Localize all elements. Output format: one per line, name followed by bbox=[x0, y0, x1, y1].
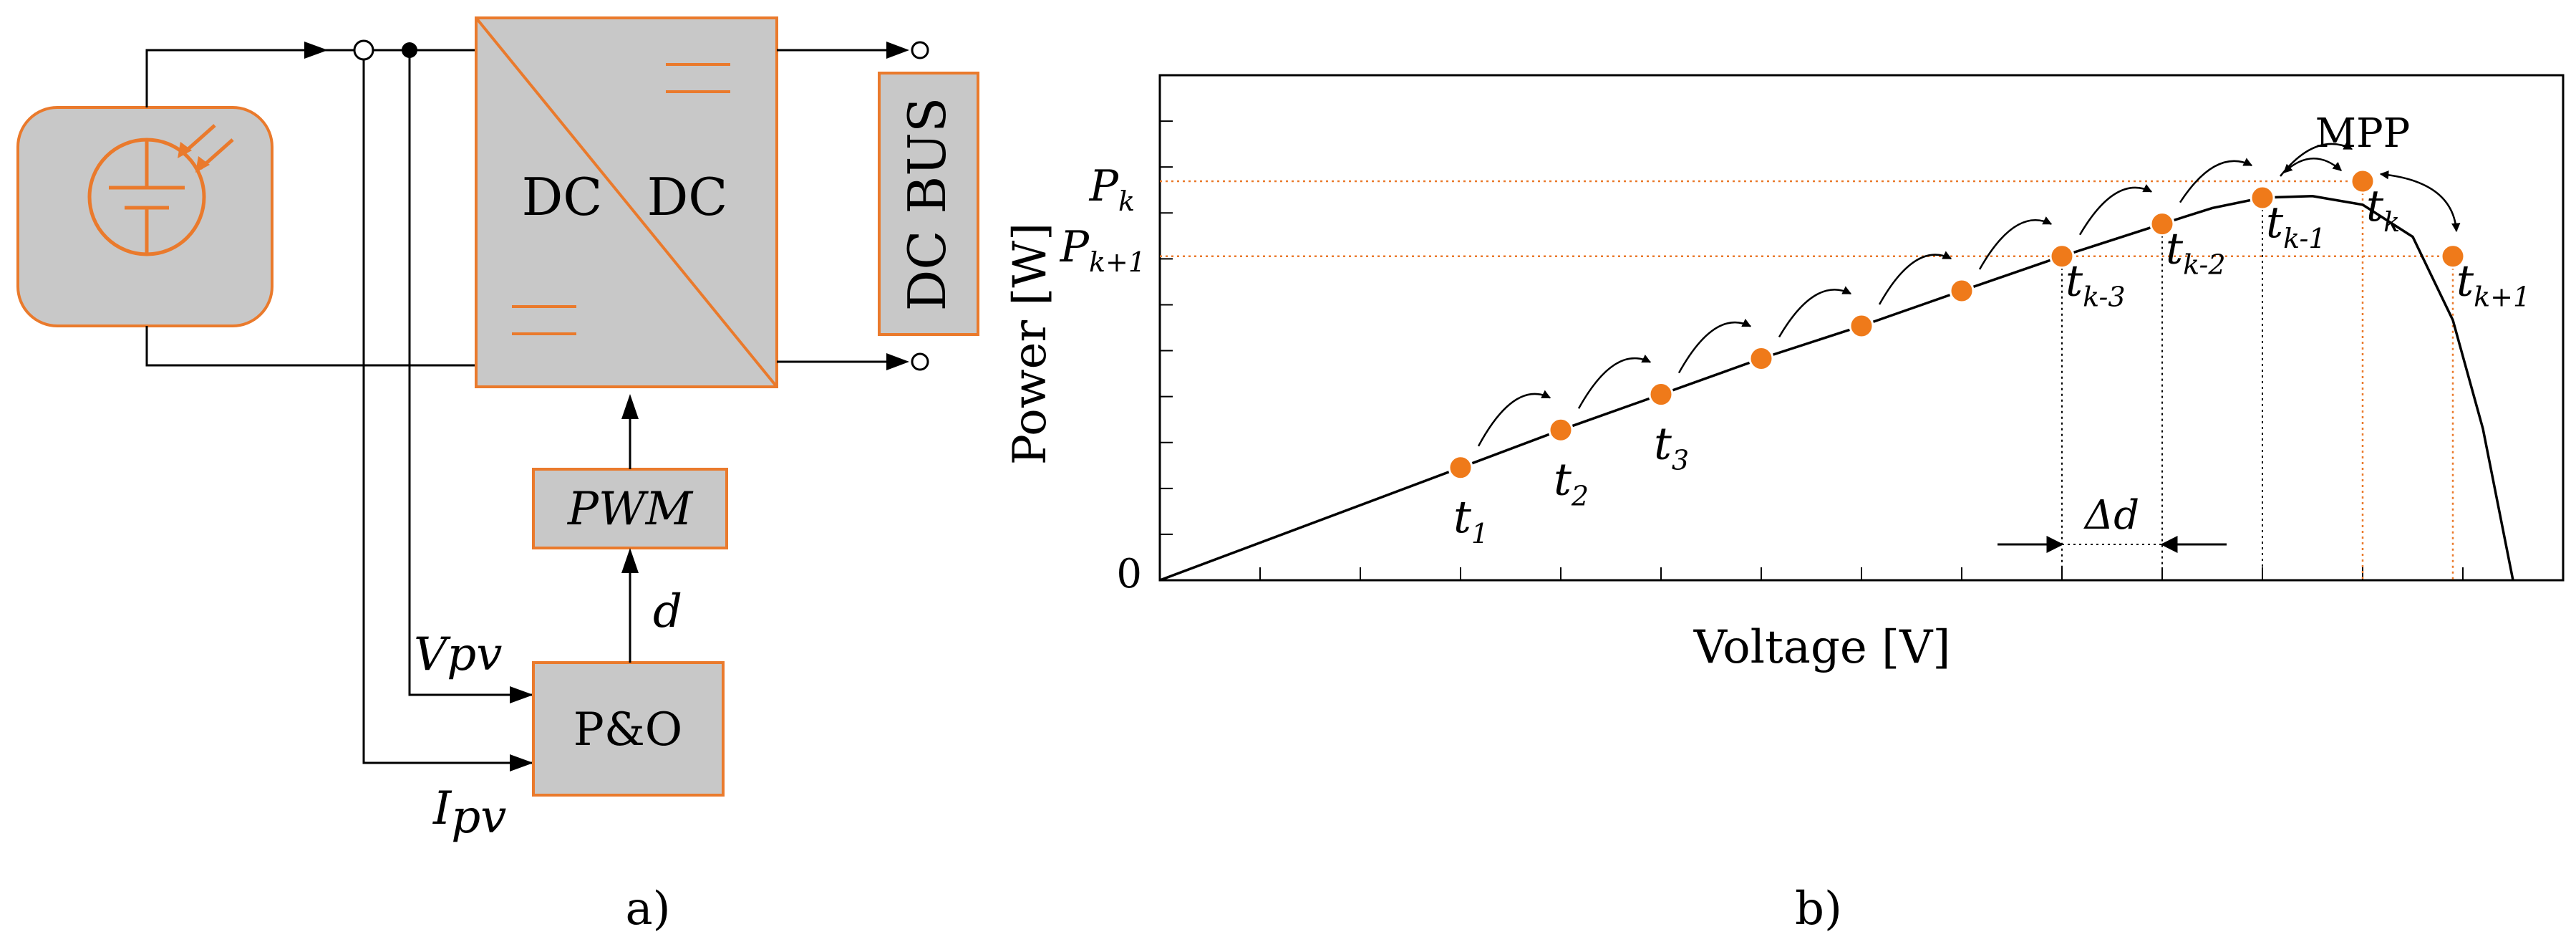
duty-cycle-label: d bbox=[653, 585, 682, 638]
pk-label: Pk bbox=[1089, 161, 1135, 217]
operating-point bbox=[2440, 244, 2466, 269]
wire-current-sense bbox=[362, 59, 533, 764]
dc-bus: DC BUS bbox=[878, 72, 979, 336]
point-label-t1: t1 bbox=[1453, 491, 1488, 549]
current-sense-node bbox=[353, 39, 374, 61]
point-label-tk-2: tk-2 bbox=[2166, 224, 2226, 281]
point-label-t3: t3 bbox=[1654, 418, 1689, 476]
perturbation-arrow bbox=[1677, 318, 1752, 374]
converter-output-label: DC bbox=[647, 167, 728, 227]
caption-a: a) bbox=[625, 883, 670, 936]
perturbation-arrow bbox=[1878, 251, 1952, 305]
arrow-vpv bbox=[510, 686, 533, 703]
pwm-label: PWM bbox=[567, 483, 694, 536]
po-box bbox=[532, 661, 725, 797]
x-axis-label: Voltage [V] bbox=[1693, 621, 1951, 674]
operating-point bbox=[1548, 417, 1574, 443]
operating-point-labels: t1 t2 t3 tk-3 tk-2 tk-1 tk tk+1 bbox=[1453, 181, 2530, 549]
mpp-label: MPP bbox=[2315, 110, 2411, 157]
po-controller: P&O bbox=[532, 661, 725, 797]
operating-point bbox=[2149, 211, 2175, 237]
mpp-left-oscillation-arrow bbox=[2283, 158, 2342, 173]
point-label-t2: t2 bbox=[1554, 453, 1589, 511]
operating-point bbox=[1648, 382, 1674, 408]
guide-lines bbox=[1160, 180, 2454, 580]
output-terminal-bottom bbox=[911, 352, 929, 371]
wire-bottom-to-converter bbox=[145, 326, 476, 367]
dc-bus-label: DC BUS bbox=[897, 97, 957, 312]
photovoltaic-cell-icon bbox=[87, 124, 234, 256]
y-ticks bbox=[1160, 120, 1173, 535]
perturbation-arrows bbox=[1477, 141, 2461, 447]
operating-point bbox=[1949, 278, 1975, 304]
point-label-tk+1: tk+1 bbox=[2456, 256, 2530, 313]
operating-point bbox=[1448, 455, 1473, 481]
perturbation-arrow bbox=[2078, 184, 2153, 236]
delta-d-label: Δd bbox=[2083, 492, 2139, 539]
caption-b: b) bbox=[1795, 883, 1842, 936]
perturbation-arrow bbox=[1477, 390, 1551, 447]
operating-point bbox=[2049, 244, 2075, 269]
pv-source bbox=[16, 106, 273, 327]
operating-point bbox=[1849, 313, 1874, 339]
perturbation-arrow bbox=[2179, 158, 2253, 203]
po-label: P&O bbox=[573, 703, 683, 756]
converter-diagonal bbox=[475, 16, 778, 388]
point-label-tk: tk bbox=[2366, 181, 2400, 238]
current-pv-label: Ipv bbox=[432, 782, 506, 844]
point-label-tk-1: tk-1 bbox=[2266, 198, 2326, 254]
arrow-ipv bbox=[510, 754, 533, 771]
mpp-right-oscillation-arrow bbox=[2379, 170, 2461, 232]
pk1-label: Pk+1 bbox=[1060, 222, 1146, 278]
panel-b-pv-curve: 0 Power [W] Voltage [V] t1 t2 t3 tk-3 tk-2 tk… bbox=[1004, 74, 2565, 936]
arrow-pwm-up bbox=[621, 394, 639, 419]
dc-dc-converter: DC DC bbox=[475, 16, 778, 388]
arrow-output-top bbox=[886, 42, 909, 59]
operating-points bbox=[1448, 168, 2466, 481]
arrow-top bbox=[304, 42, 328, 59]
output-terminal-top bbox=[911, 41, 929, 59]
converter-input-label: DC bbox=[522, 167, 603, 227]
panel-a-block-diagram: DC DC DC BUS PWM P&O d Vpv Ipv bbox=[16, 16, 979, 936]
arrow-d-up bbox=[621, 548, 639, 573]
perturbation-arrow bbox=[1778, 286, 1852, 338]
operating-point bbox=[2250, 185, 2275, 211]
perturbation-arrow bbox=[1978, 216, 2053, 270]
point-label-tk-3: tk-3 bbox=[2066, 256, 2126, 313]
arrow-output-bottom bbox=[886, 353, 909, 370]
voltage-pv-label: Vpv bbox=[414, 628, 502, 681]
pwm-block: PWM bbox=[532, 468, 728, 549]
perturbation-arrow bbox=[1577, 354, 1652, 409]
y-zero-label: 0 bbox=[1116, 551, 1142, 597]
wire-voltage-sense bbox=[408, 50, 533, 696]
wire-top-left bbox=[145, 49, 326, 107]
dc-bus-box bbox=[878, 72, 979, 336]
operating-point bbox=[1748, 346, 1774, 372]
y-axis-label: Power [W] bbox=[1004, 223, 1057, 465]
x-ticks bbox=[1259, 567, 2464, 580]
operating-point bbox=[2350, 168, 2376, 194]
